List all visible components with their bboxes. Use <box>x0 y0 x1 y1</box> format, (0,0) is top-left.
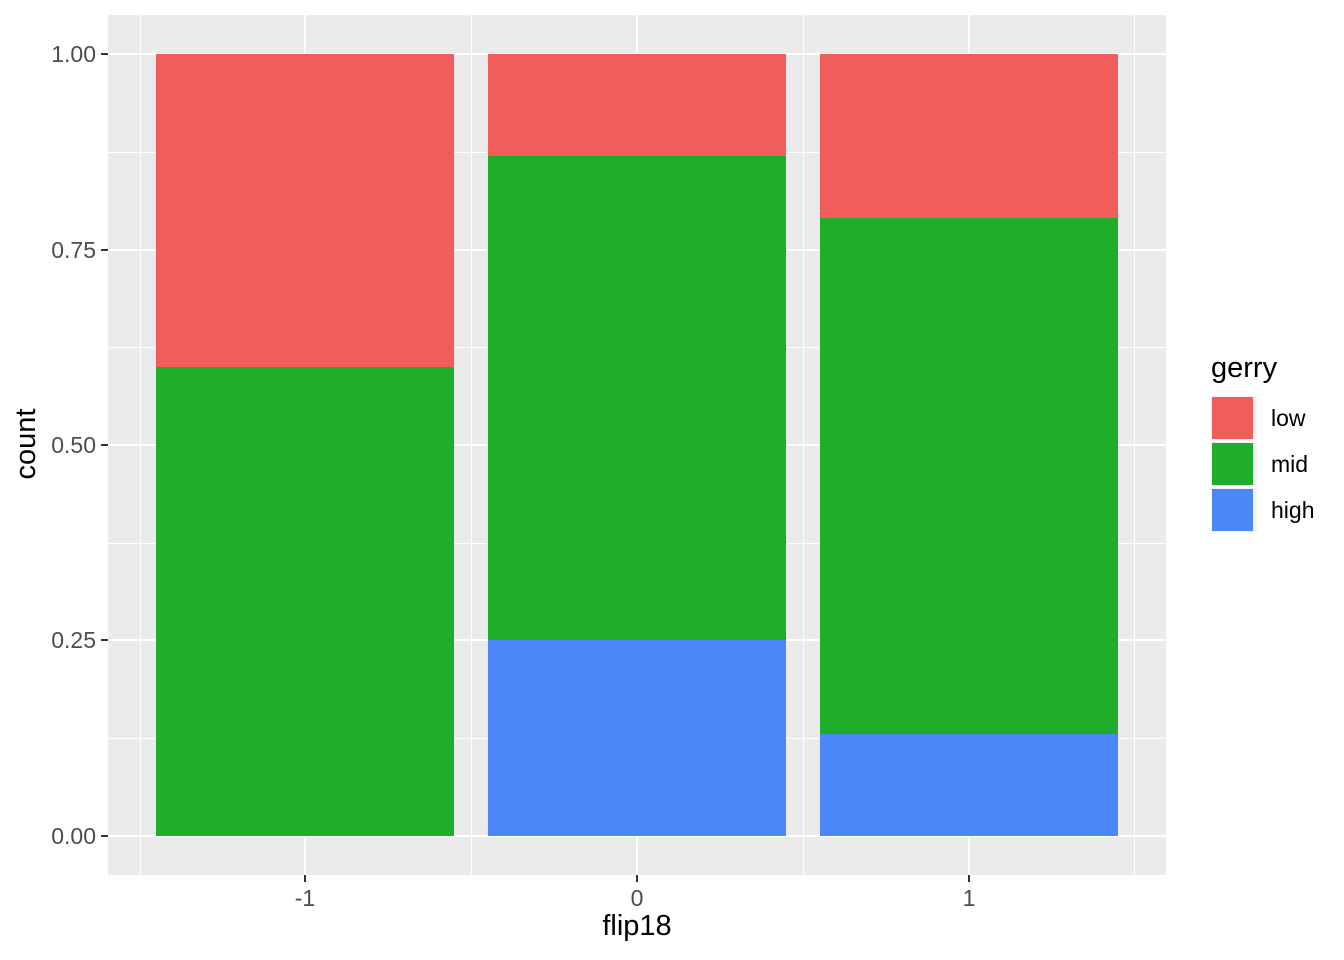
legend-swatch-high <box>1212 489 1253 531</box>
legend-item-high: high <box>1211 488 1314 532</box>
legend-swatch-low <box>1212 397 1253 439</box>
bar-segment-low <box>156 54 454 367</box>
bar-segment-low <box>820 54 1118 218</box>
bar-segment-mid <box>820 218 1118 734</box>
y-tick-label: 0.00 <box>51 823 96 849</box>
legend-items: low mid high <box>1205 396 1314 532</box>
bar-segment-high <box>820 734 1118 836</box>
y-tick-label: 0.50 <box>51 432 96 458</box>
legend-key <box>1211 488 1257 532</box>
y-tick-mark <box>101 639 108 641</box>
bar-segment-low <box>488 54 786 156</box>
legend-key <box>1211 396 1257 440</box>
bar-segment-mid <box>156 367 454 836</box>
y-tick-mark <box>101 835 108 837</box>
y-tick-label: 0.25 <box>51 627 96 653</box>
plot-panel <box>108 15 1166 875</box>
x-axis-title: flip18 <box>602 910 672 942</box>
x-tick-label: 0 <box>630 885 644 911</box>
legend: gerry low mid high <box>1205 352 1314 534</box>
legend-label: mid <box>1271 450 1309 477</box>
legend-label: high <box>1271 496 1315 523</box>
legend-item-mid: mid <box>1211 442 1314 486</box>
legend-label: low <box>1271 404 1306 431</box>
x-tick-label: 1 <box>962 885 976 911</box>
y-tick-mark <box>101 53 108 55</box>
y-tick-label: 0.75 <box>51 237 96 263</box>
bar-segment-high <box>488 640 786 836</box>
y-tick-label: 1.00 <box>51 41 96 67</box>
legend-title: gerry <box>1211 352 1278 384</box>
x-tick-mark <box>968 875 970 882</box>
x-tick-label: -1 <box>294 885 316 911</box>
legend-item-low: low <box>1211 396 1314 440</box>
y-tick-mark <box>101 249 108 251</box>
x-tick-mark <box>636 875 638 882</box>
legend-swatch-mid <box>1212 443 1253 485</box>
y-tick-mark <box>101 444 108 446</box>
x-tick-mark <box>304 875 306 882</box>
bar-segment-mid <box>488 156 786 640</box>
legend-key <box>1211 442 1257 486</box>
